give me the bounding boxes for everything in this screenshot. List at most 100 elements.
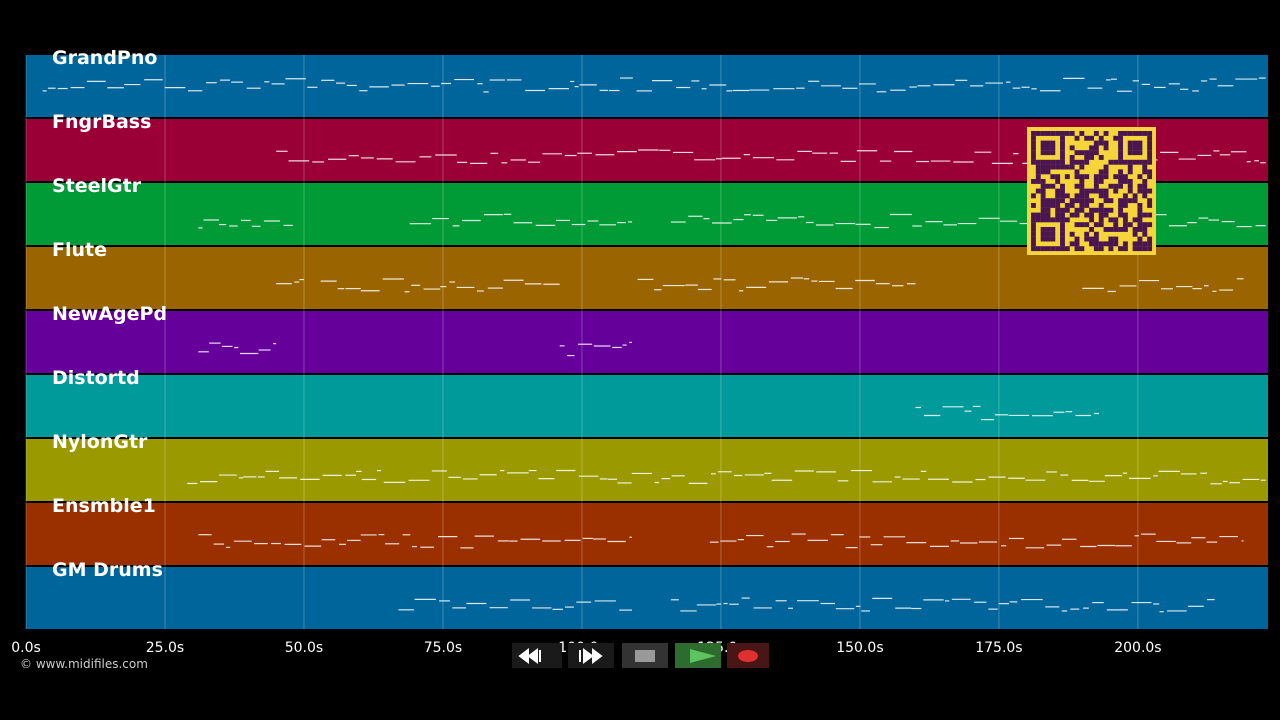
- qr-module: [1060, 231, 1065, 237]
- qr-module: [1093, 174, 1099, 180]
- qr-module: [1142, 212, 1148, 218]
- qr-module: [1113, 227, 1119, 232]
- qr-module: [1147, 174, 1153, 180]
- qr-module: [1147, 155, 1153, 160]
- qr-module: [1113, 183, 1119, 189]
- qr-module: [1050, 246, 1056, 252]
- qr-module: [1132, 145, 1138, 151]
- qr-module: [1040, 203, 1046, 208]
- qr-module: [1122, 198, 1128, 204]
- qr-module: [1089, 188, 1094, 194]
- qr-module: [1118, 198, 1124, 204]
- qr-module: [1118, 203, 1124, 208]
- qr-module: [1093, 246, 1099, 252]
- qr-module: [1079, 131, 1085, 136]
- qr-module: [1147, 150, 1153, 156]
- qr-module: [1084, 203, 1090, 208]
- qr-module: [1060, 188, 1065, 194]
- qr-module: [1142, 246, 1148, 252]
- qr-module: [1093, 236, 1099, 242]
- qr-module: [1127, 198, 1133, 204]
- qr-module: [1127, 164, 1133, 170]
- qr-module: [1050, 183, 1056, 189]
- qr-module: [1074, 193, 1080, 199]
- qr-module: [1064, 193, 1070, 199]
- qr-module: [1045, 198, 1051, 204]
- qr-module: [1045, 236, 1051, 242]
- note-span: [320, 278, 560, 293]
- qr-module: [1050, 198, 1056, 204]
- qr-module: [1040, 145, 1046, 151]
- tick-label: 25.0s: [146, 640, 184, 656]
- qr-module: [1050, 174, 1056, 180]
- qr-module: [1122, 179, 1128, 184]
- qr-module: [1098, 174, 1104, 180]
- qr-module: [1122, 203, 1128, 208]
- qr-module: [1113, 236, 1119, 242]
- qr-module: [1113, 188, 1119, 194]
- qr-module: [1103, 198, 1109, 204]
- qr-module: [1132, 193, 1138, 199]
- note-span: [42, 77, 1266, 93]
- qr-module: [1045, 207, 1051, 213]
- qr-module: [1103, 241, 1109, 247]
- qr-module: [1132, 217, 1138, 223]
- note-span: [398, 598, 632, 611]
- qr-module: [1064, 246, 1070, 252]
- qr-module: [1122, 241, 1128, 247]
- qr-module: [1060, 155, 1065, 160]
- qr-module: [1031, 241, 1036, 247]
- rewind-icon: [518, 648, 541, 664]
- qr-module: [1074, 174, 1080, 180]
- qr-module: [1103, 212, 1109, 218]
- qr-module: [1074, 236, 1080, 242]
- qr-module: [1132, 198, 1138, 204]
- qr-module: [1089, 155, 1094, 160]
- qr-module: [1069, 231, 1075, 237]
- qr-module: [1079, 188, 1085, 194]
- track-lane: [26, 567, 1268, 629]
- qr-module: [1127, 150, 1133, 156]
- qr-module: [1031, 135, 1036, 141]
- qr-module: [1050, 131, 1056, 136]
- qr-module: [1079, 179, 1085, 184]
- qr-module: [1079, 207, 1085, 213]
- stop-icon: [635, 650, 655, 662]
- note-span: [915, 405, 1099, 421]
- qr-module: [1045, 217, 1051, 223]
- qr-module: [1098, 207, 1104, 213]
- qr-module: [1142, 188, 1148, 194]
- qr-module: [1089, 207, 1094, 213]
- qr-module: [1079, 164, 1085, 170]
- note-span: [198, 342, 277, 355]
- qr-module: [1147, 246, 1153, 252]
- qr-module: [1050, 140, 1056, 146]
- qr-module: [1093, 241, 1099, 247]
- qr-module: [1093, 150, 1099, 156]
- qr-module: [1113, 174, 1119, 180]
- qr-module: [1118, 246, 1124, 252]
- qr-module: [1040, 164, 1046, 170]
- qr-module: [1035, 131, 1041, 136]
- qr-module: [1142, 193, 1148, 199]
- qr-module: [1031, 217, 1036, 223]
- qr-module: [1084, 231, 1090, 237]
- qr-module: [1142, 241, 1148, 247]
- qr-module: [1055, 164, 1061, 170]
- qr-module: [1132, 231, 1138, 237]
- qr-module: [1108, 227, 1114, 232]
- qr-module: [1093, 131, 1099, 136]
- forward-icon: [579, 648, 603, 664]
- qr-module: [1147, 188, 1153, 194]
- qr-module: [1147, 135, 1153, 141]
- track-name: NylonGtr: [52, 431, 148, 453]
- tick-label: 75.0s: [424, 640, 462, 656]
- qr-module: [1060, 227, 1065, 232]
- qr-module: [1084, 198, 1090, 204]
- qr-module: [1074, 212, 1080, 218]
- qr-module: [1035, 246, 1041, 252]
- qr-module: [1069, 164, 1075, 170]
- qr-module: [1064, 174, 1070, 180]
- qr-module: [1108, 217, 1114, 223]
